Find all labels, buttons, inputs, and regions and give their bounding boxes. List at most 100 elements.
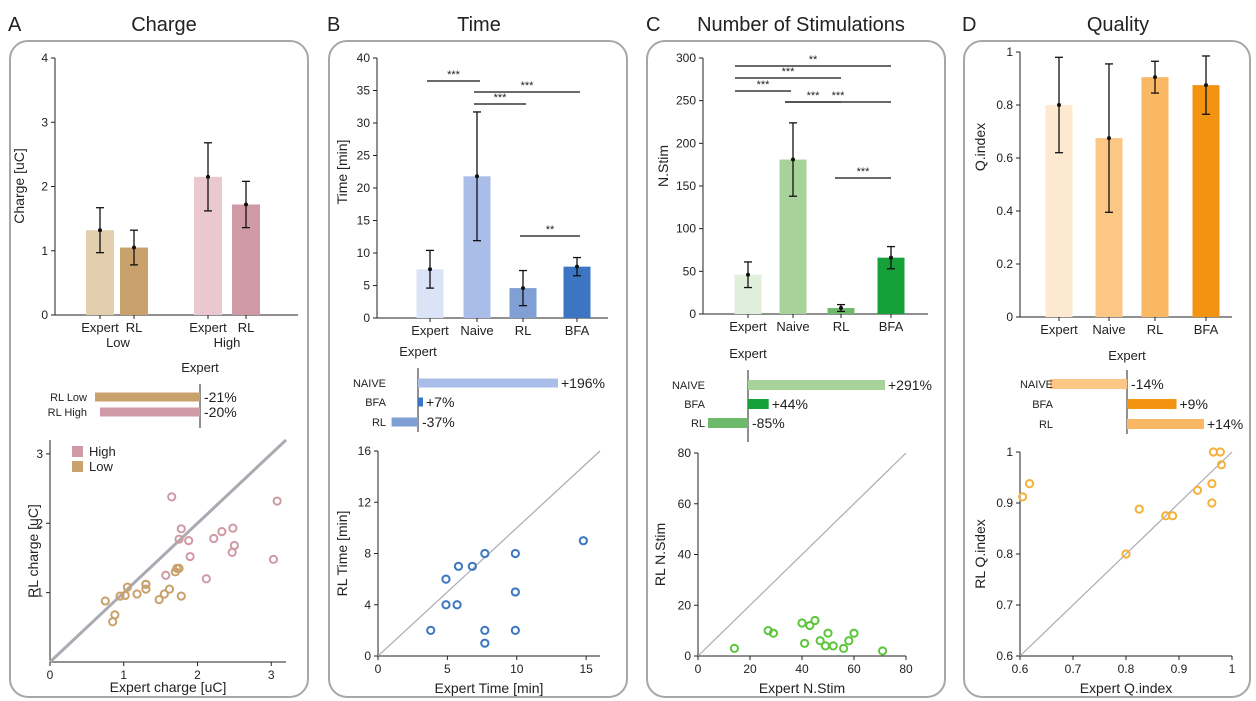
panel-a-difference-chart: Expert RL Low -21% RL High -20% — [48, 360, 237, 428]
scatter-point — [164, 584, 175, 594]
scatter-point — [100, 596, 110, 606]
difference-value: -37% — [422, 414, 455, 430]
mean-point — [521, 286, 525, 291]
panel-d-letter: D — [962, 14, 976, 36]
difference-category: RL — [1039, 419, 1053, 431]
y-tick-label: 60 — [678, 497, 692, 511]
x-axis-label: Expert N.Stim — [759, 680, 845, 696]
difference-bar — [707, 418, 748, 428]
scatter-point — [510, 625, 520, 635]
panel-c-title: Number of Stimulations — [697, 14, 905, 36]
y-tick-label: 0 — [363, 311, 370, 325]
y-tick-label: 0 — [364, 649, 371, 663]
scatter-point — [1024, 479, 1035, 489]
significance-label: ** — [809, 54, 818, 66]
panel-c-scatter-chart: 0 20 40 60 80 0 20 40 60 80 Expert N.Stim RL N.Stim — [652, 446, 913, 696]
scatter-point — [120, 590, 130, 601]
scatter-point — [441, 600, 451, 610]
panel-d-difference-chart: Expert NAIVE -14% BFA +9% RL +14% — [1020, 348, 1243, 434]
mean-point — [475, 174, 479, 179]
panel-a-letter: A — [8, 14, 22, 36]
scatter-point — [480, 625, 490, 635]
scatter-point — [141, 584, 151, 594]
y-tick-label: 8 — [364, 547, 371, 561]
scatter-point — [217, 526, 227, 537]
difference-value: +196% — [561, 375, 605, 391]
y-tick-label: 0.4 — [996, 204, 1013, 218]
y-axis-label: Time [min] — [334, 140, 350, 205]
scatter-point — [805, 620, 815, 631]
scatter-point — [467, 561, 477, 571]
scatter-point — [810, 615, 820, 626]
scatter-point — [441, 574, 451, 584]
panel-a-title: Charge — [131, 14, 197, 36]
y-tick-label: 30 — [357, 116, 371, 130]
identity-line — [697, 452, 907, 657]
y-tick-label: 0.7 — [996, 598, 1013, 612]
y-axis-label: Q.index — [972, 123, 988, 171]
difference-value: -85% — [752, 415, 785, 431]
scatter-point — [122, 582, 133, 592]
y-axis-label: RL charge [uC] — [25, 504, 41, 598]
scatter-point — [159, 589, 169, 599]
scatter-point — [878, 646, 888, 656]
mean-point — [889, 255, 893, 260]
x-tick-label: 0 — [47, 668, 54, 682]
scatter-point — [815, 636, 825, 646]
panel-b-title: Time — [457, 14, 501, 36]
identity-line — [1019, 451, 1233, 657]
panel-b-letter: B — [327, 14, 340, 36]
difference-category: RL High — [48, 407, 87, 419]
y-tick-label: 150 — [676, 179, 696, 193]
mean-point — [428, 267, 432, 272]
difference-value: +44% — [772, 396, 808, 412]
mean-point — [1057, 103, 1061, 107]
y-tick-label: 80 — [678, 446, 692, 460]
mean-point — [1153, 75, 1157, 80]
scatter-point — [1216, 460, 1227, 470]
panel-c-bar-chart: 0 50 100 150 200 250 300 N.Stim Expert Naive RL BFA… — [655, 51, 928, 334]
y-tick-label: 50 — [683, 264, 697, 278]
y-tick-label: 2 — [36, 516, 43, 530]
scatter-point — [729, 643, 740, 653]
scatter-point — [820, 641, 831, 651]
y-tick-label: 3 — [36, 447, 43, 461]
group-label: Low — [106, 335, 130, 350]
panel-b-frame — [328, 40, 628, 698]
panel-d-title: Quality — [1087, 14, 1149, 36]
difference-bar — [418, 397, 423, 407]
group-label: High — [214, 335, 241, 350]
scatter-point — [1192, 485, 1203, 495]
scatter-point — [1168, 511, 1178, 521]
scatter-point — [176, 524, 186, 534]
difference-value: -21% — [204, 389, 237, 405]
x-tick-label: 20 — [743, 662, 757, 676]
y-tick-label: 20 — [678, 598, 692, 612]
scatter-point — [1207, 479, 1217, 489]
scatter-point — [797, 618, 807, 628]
panel-a-scatter-chart: 0 1 2 3 1 2 3 Expert charge [uC] RL charge [uC] H… — [25, 438, 288, 695]
scatter-point — [227, 547, 237, 557]
difference-value: -20% — [204, 404, 237, 420]
difference-category: BFA — [365, 397, 386, 409]
y-tick-label: 0.9 — [996, 496, 1013, 510]
y-tick-label: 5 — [363, 279, 370, 293]
scatter-point — [115, 591, 125, 601]
x-axis-label: Expert Q.index — [1080, 680, 1173, 696]
x-axis-label: Expert Time [min] — [435, 680, 544, 696]
difference-value: +7% — [426, 394, 454, 410]
y-tick-label: 200 — [676, 136, 696, 150]
difference-category: RL — [691, 418, 705, 430]
reference-label: Expert — [1108, 348, 1146, 363]
scatter-point — [184, 535, 194, 546]
y-tick-label: 1 — [1006, 45, 1013, 59]
scatter-point — [141, 579, 151, 589]
scatter-point — [185, 551, 195, 562]
x-tick-label: 0.8 — [1118, 662, 1135, 676]
scatter-point — [426, 625, 436, 635]
category-label: RL — [515, 323, 532, 338]
reference-label: Expert — [729, 346, 767, 361]
mean-point — [244, 202, 248, 207]
difference-category: BFA — [1032, 399, 1053, 411]
